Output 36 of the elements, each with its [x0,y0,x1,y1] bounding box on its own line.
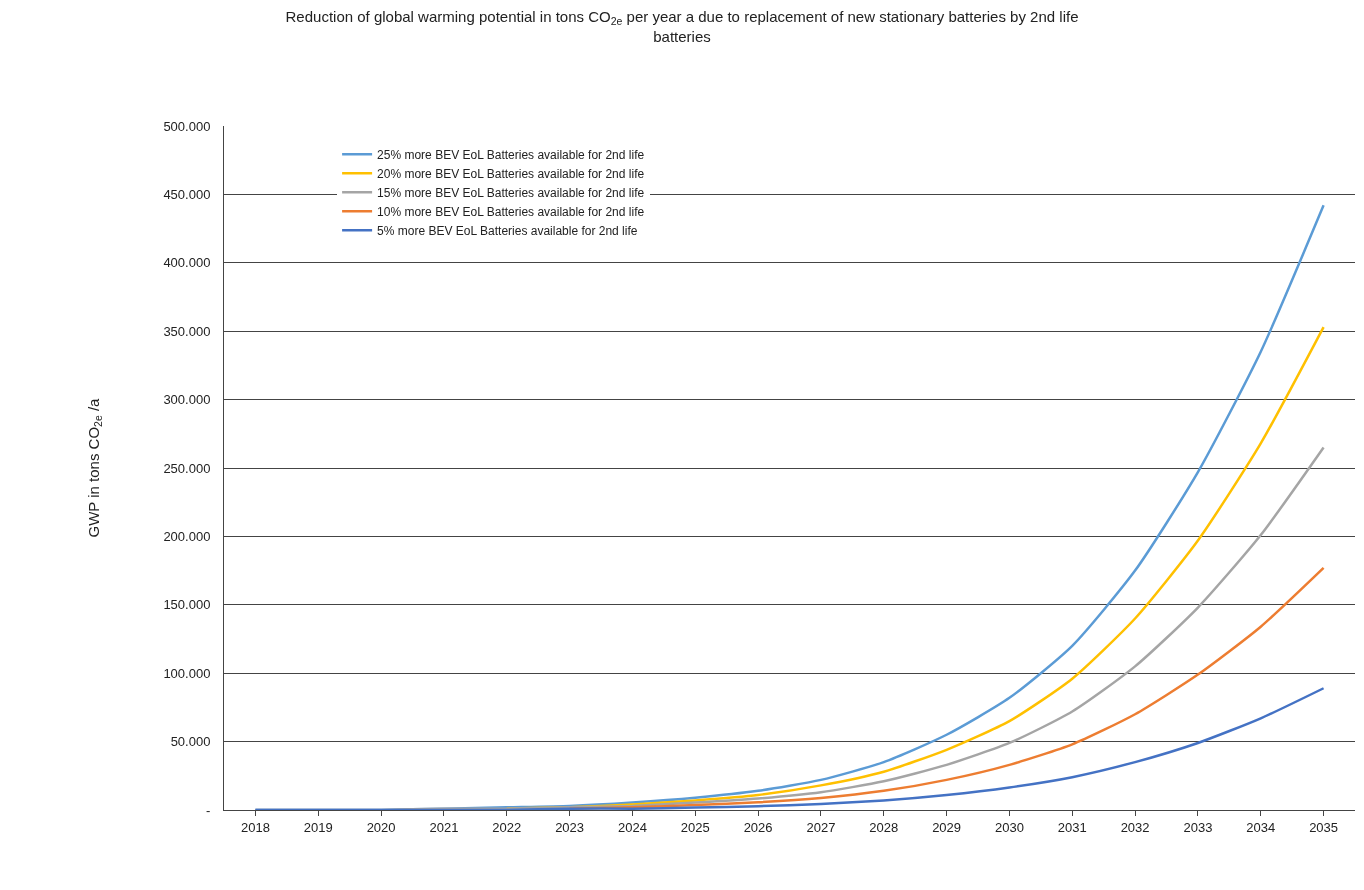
y-tick-label: 300.000 [163,392,211,408]
x-tick-label: 2028 [869,819,899,835]
x-tick-label: 2020 [366,819,396,835]
line-series [254,687,1325,810]
x-tick-label: 2035 [1309,819,1339,835]
y-tick-label: 500.000 [163,118,211,134]
legend-label: 15% more BEV EoL Batteries available for 2nd life [377,185,645,200]
x-tick-label: 2034 [1246,819,1276,835]
y-tick-label: 50.000 [170,734,211,750]
x-tick-label: 2025 [680,819,710,835]
y-tick-label: 150.000 [163,597,211,613]
x-tick-label: 2019 [303,819,333,835]
y-tick-label: 350.000 [163,323,211,339]
y-tick-label: 200.000 [163,528,211,544]
legend-label: 20% more BEV EoL Batteries available for 2nd life [377,166,645,181]
legend-label: 25% more BEV EoL Batteries available for 2nd life [377,147,645,162]
y-tick-label: 250.000 [163,460,211,476]
x-tick-label: 2032 [1120,819,1150,835]
x-tick-label: 2024 [617,819,647,835]
x-tick-label: 2023 [555,819,585,835]
legend-label: 10% more BEV EoL Batteries available for 2nd life [377,204,645,219]
y-tick-label: - [206,802,211,818]
x-tick-label: 2018 [240,819,270,835]
x-tick-label: 2026 [743,819,773,835]
x-tick-label: 2033 [1183,819,1213,835]
x-tick-label: 2029 [932,819,962,835]
x-tick-label: 2031 [1057,819,1087,835]
y-tick-label: 400.000 [163,255,211,271]
legend-label: 5% more BEV EoL Batteries available for 2nd life [377,223,638,238]
x-tick-label: 2027 [806,819,836,835]
x-tick-label: 2021 [429,819,459,835]
y-tick-label: 450.000 [163,186,211,202]
chart-title: Reduction of global warming potential in tons CO$_{2e}$ per year a due to replacement of new stationary batteries by 2nd life batteries [285,8,1079,45]
y-tick-label: 100.000 [163,665,211,681]
x-tick-label: 2022 [492,819,522,835]
x-tick-label: 2030 [994,819,1024,835]
